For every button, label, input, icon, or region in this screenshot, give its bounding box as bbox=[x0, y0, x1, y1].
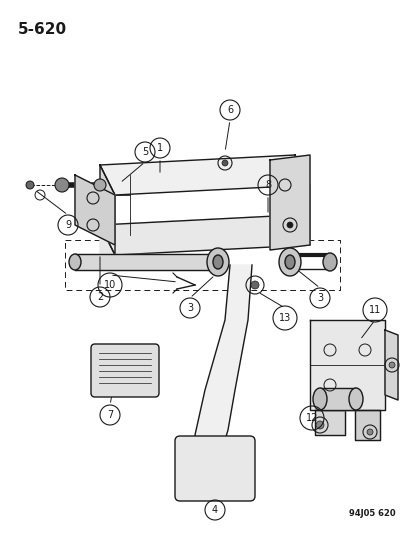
Text: 11: 11 bbox=[368, 305, 380, 315]
Text: 12: 12 bbox=[305, 413, 318, 423]
Text: 4: 4 bbox=[211, 505, 218, 515]
Polygon shape bbox=[354, 410, 379, 440]
Ellipse shape bbox=[322, 253, 336, 271]
Text: 3: 3 bbox=[187, 303, 192, 313]
Polygon shape bbox=[319, 388, 355, 410]
Text: 2: 2 bbox=[97, 292, 103, 302]
Text: 13: 13 bbox=[278, 313, 290, 323]
Ellipse shape bbox=[69, 254, 81, 270]
Polygon shape bbox=[100, 215, 309, 255]
Circle shape bbox=[55, 178, 69, 192]
Polygon shape bbox=[100, 155, 309, 195]
Polygon shape bbox=[269, 155, 309, 250]
Ellipse shape bbox=[206, 248, 228, 276]
Text: 5: 5 bbox=[142, 147, 148, 157]
Polygon shape bbox=[309, 320, 384, 410]
Ellipse shape bbox=[284, 255, 294, 269]
Ellipse shape bbox=[312, 388, 326, 410]
Circle shape bbox=[250, 281, 259, 289]
Text: 94J05 620: 94J05 620 bbox=[349, 509, 395, 518]
Text: 9: 9 bbox=[65, 220, 71, 230]
Text: 8: 8 bbox=[264, 180, 271, 190]
Circle shape bbox=[26, 181, 34, 189]
Polygon shape bbox=[100, 215, 294, 255]
Text: 7: 7 bbox=[107, 410, 113, 420]
Circle shape bbox=[286, 222, 292, 228]
Text: 1: 1 bbox=[157, 143, 163, 153]
Polygon shape bbox=[195, 265, 252, 455]
FancyBboxPatch shape bbox=[91, 344, 159, 397]
Circle shape bbox=[221, 160, 228, 166]
Polygon shape bbox=[75, 175, 115, 245]
Circle shape bbox=[315, 421, 323, 429]
Circle shape bbox=[94, 179, 106, 191]
Ellipse shape bbox=[212, 255, 223, 269]
Polygon shape bbox=[384, 330, 397, 400]
Text: 6: 6 bbox=[226, 105, 233, 115]
Polygon shape bbox=[75, 254, 214, 270]
Text: 5-620: 5-620 bbox=[18, 22, 67, 37]
Circle shape bbox=[366, 429, 372, 435]
Polygon shape bbox=[294, 155, 309, 245]
Text: 3: 3 bbox=[316, 293, 322, 303]
Polygon shape bbox=[314, 410, 344, 435]
Ellipse shape bbox=[209, 254, 221, 270]
Text: 10: 10 bbox=[104, 280, 116, 290]
Ellipse shape bbox=[348, 388, 362, 410]
FancyBboxPatch shape bbox=[175, 436, 254, 501]
Circle shape bbox=[388, 362, 394, 368]
Polygon shape bbox=[100, 165, 115, 255]
Ellipse shape bbox=[278, 248, 300, 276]
